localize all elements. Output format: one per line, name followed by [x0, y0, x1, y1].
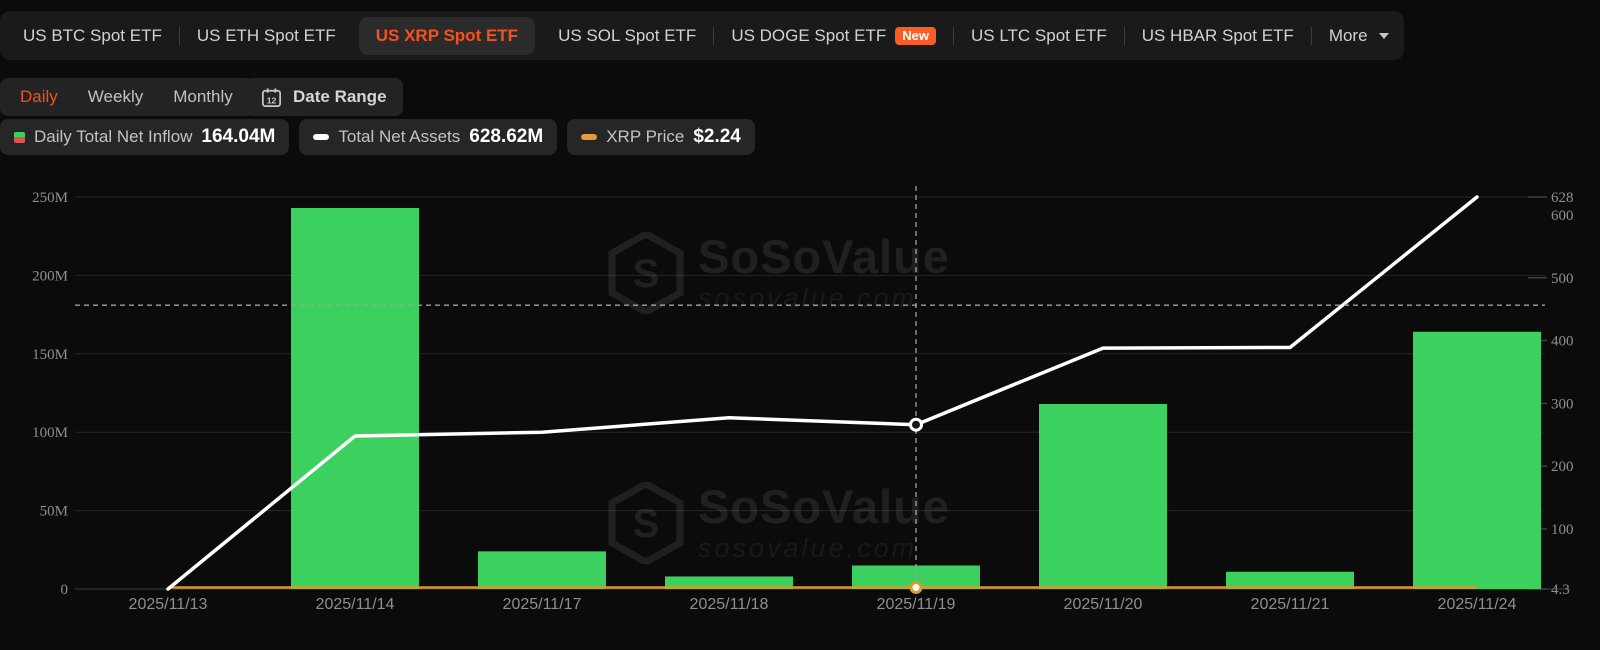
chevron-down-icon	[1378, 32, 1389, 39]
x-axis-date-label: 2025/11/17	[503, 596, 582, 613]
net-assets-hover-marker	[909, 417, 923, 432]
tab-more[interactable]: More	[1312, 11, 1406, 60]
legend-label: Total Net Assets	[338, 127, 461, 146]
inflow-outflow-swatch-icon	[14, 131, 25, 143]
x-axis-date-label: 2025/11/24	[1438, 596, 1517, 613]
x-axis-date-label: 2025/11/14	[316, 596, 395, 613]
legend-item-total-net-assets[interactable]: Total Net Assets 628.62M	[299, 119, 558, 155]
y-axis-right-tick-label: 300	[1551, 396, 1574, 412]
y-axis-left-tick-label: 0	[61, 582, 69, 598]
tab-us-eth-spot-etf[interactable]: US ETH Spot ETF	[180, 11, 353, 60]
inflow-bar-2025-11-18[interactable]	[665, 576, 793, 589]
chart-legend: Daily Total Net Inflow 164.04M Total Net A…	[0, 119, 755, 155]
nav-separator	[713, 26, 715, 45]
inflow-bar-2025-11-21[interactable]	[1226, 571, 1354, 589]
tab-label: US SOL Spot ETF	[558, 25, 697, 45]
inflow-bar-2025-11-20[interactable]	[1039, 403, 1167, 589]
orange-dash-swatch-icon	[581, 134, 598, 140]
y-axis-left-tick-label: 200M	[32, 268, 68, 284]
inflow-bar-2025-11-17[interactable]	[478, 551, 606, 589]
inflow-bar-2025-11-14[interactable]	[291, 207, 419, 589]
x-axis-date-label: 2025/11/18	[690, 596, 769, 613]
tab-label: US ETH Spot ETF	[196, 25, 336, 45]
y-axis-right-tick-label: 200	[1551, 459, 1574, 475]
net-assets-line	[166, 195, 1479, 591]
y-axis-left-tick-label: 150M	[32, 347, 68, 363]
frequency-selector: Daily Weekly Monthly	[0, 78, 253, 116]
tab-us-doge-spot-etf[interactable]: US DOGE Spot ETF New	[714, 11, 953, 60]
x-axis-date-label: 2025/11/13	[129, 596, 208, 613]
calendar-icon: 12	[262, 87, 281, 107]
date-range-label: Date Range	[293, 87, 387, 106]
tab-us-hbar-spot-etf[interactable]: US HBAR Spot ETF	[1125, 11, 1311, 60]
etf-nav-bar: US BTC Spot ETF US ETH Spot ETF US XRP Spo…	[0, 11, 1404, 60]
tab-us-xrp-spot-etf[interactable]: US XRP Spot ETF	[358, 16, 536, 55]
legend-label: XRP Price	[606, 127, 685, 146]
new-badge: New	[895, 26, 936, 45]
tab-label: US HBAR Spot ETF	[1141, 25, 1294, 45]
x-axis-date-label: 2025/11/19	[877, 596, 956, 613]
y-axis-right-tick-label: 600	[1551, 208, 1574, 224]
nav-separator	[1310, 26, 1312, 45]
legend-item-xrp-price[interactable]: XRP Price $2.24	[567, 119, 755, 155]
x-axis-date-label: 2025/11/20	[1064, 596, 1143, 613]
legend-label: Daily Total Net Inflow	[34, 127, 193, 146]
tab-label: US LTC Spot ETF	[970, 25, 1107, 45]
y-axis-right-tick-label: 628	[1551, 190, 1574, 206]
white-dash-swatch-icon	[313, 134, 330, 140]
legend-value: $2.24	[693, 126, 741, 147]
date-range-button[interactable]: 12 Date Range	[244, 78, 403, 116]
xrp-price-hover-marker	[909, 581, 923, 594]
x-axis-date-label: 2025/11/21	[1251, 596, 1330, 613]
frequency-option-monthly[interactable]: Monthly	[173, 87, 233, 106]
tab-us-btc-spot-etf[interactable]: US BTC Spot ETF	[6, 11, 179, 60]
legend-item-daily-total-net-inflow[interactable]: Daily Total Net Inflow 164.04M	[0, 119, 290, 155]
inflow-bar-2025-11-24[interactable]	[1413, 331, 1541, 589]
tab-us-ltc-spot-etf[interactable]: US LTC Spot ETF	[954, 11, 1124, 60]
tab-us-sol-spot-etf[interactable]: US SOL Spot ETF	[541, 11, 713, 60]
legend-value: 628.62M	[469, 126, 544, 147]
y-axis-right-tick-label: 100	[1551, 522, 1574, 538]
y-axis-right-tick-label: 4.3	[1551, 582, 1570, 598]
frequency-option-daily[interactable]: Daily	[20, 87, 58, 106]
tab-label: More	[1328, 25, 1368, 45]
y-axis-left-tick-label: 50M	[40, 504, 68, 520]
y-axis-left-tick-label: 250M	[32, 190, 68, 206]
y-axis-right-tick-label: 400	[1551, 334, 1574, 350]
svg-text:12: 12	[267, 95, 277, 105]
tab-label: US BTC Spot ETF	[23, 25, 162, 45]
tab-label: US XRP Spot ETF	[375, 25, 519, 45]
nav-separator	[178, 26, 180, 45]
y-axis-left-tick-label: 100M	[32, 425, 68, 441]
legend-value: 164.04M	[201, 126, 276, 147]
tab-label: US DOGE Spot ETF	[731, 25, 887, 45]
frequency-option-weekly[interactable]: Weekly	[87, 87, 144, 106]
y-axis-right-tick-label: 500	[1551, 271, 1574, 287]
nav-separator	[952, 26, 954, 45]
nav-separator	[1123, 26, 1125, 45]
